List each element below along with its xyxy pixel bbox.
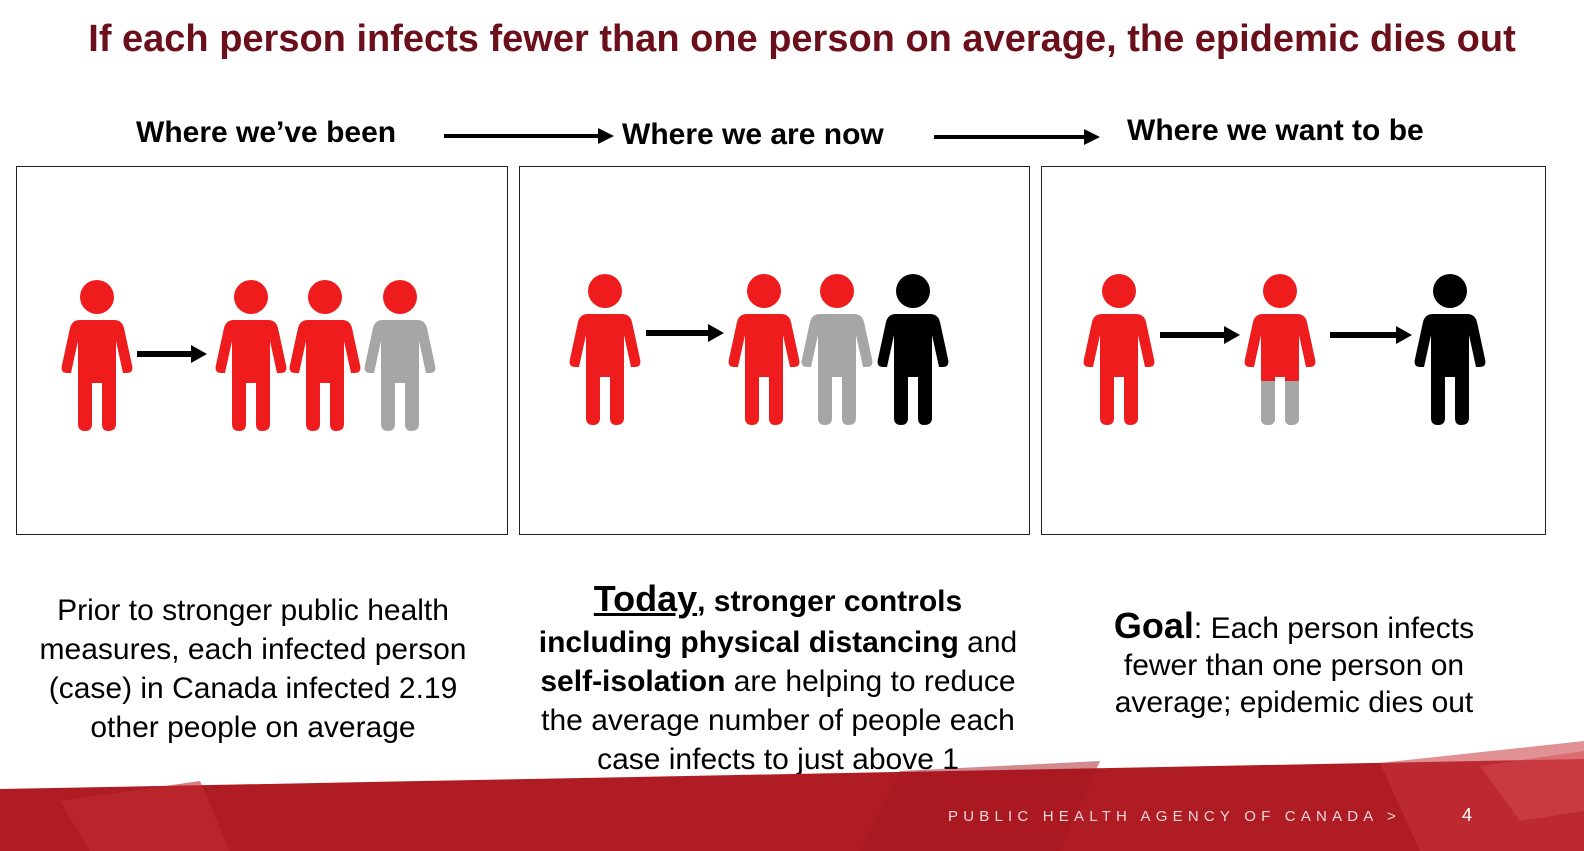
caption-line: measures, each infected person [39,633,467,666]
person-icon-red [1083,274,1155,425]
slide-title: If each person infects fewer than one pe… [88,18,1516,60]
today-word: Today [593,578,698,619]
person-icon-black [877,274,949,425]
caption-line: (case) in Canada infected 2.19 [48,672,458,705]
caption-text: and [958,626,1018,659]
stage-label-now: Where we are now [622,118,884,151]
caption-line: average; epidemic dies out [1114,686,1474,719]
person-icon-partial [1244,274,1316,425]
caption-line: the average number of people each [541,704,1015,737]
caption-where-we-are-now: Today, stronger controls including physi… [508,578,1048,779]
person-icon-gray [801,274,873,425]
stage-arrow-1 [444,128,614,144]
person-icon-red [215,280,287,431]
caption-bold-text: self-isolation [540,665,726,698]
caption-line: other people on average [90,711,416,744]
person-icon-gray [364,280,436,431]
caption-line: Prior to stronger public health [57,594,449,627]
person-icon-red [569,274,641,425]
caption-bold-text: including physical distancing [538,626,959,659]
panel-where-we-want-to-be [1041,166,1546,535]
person-icon-black [1414,274,1486,425]
footer-agency-text: PUBLIC HEALTH AGENCY OF CANADA > [948,808,1402,825]
caption-where-we-want-to-be: Goal: Each person infects fewer than one… [1046,607,1542,721]
stage-label-been: Where we’ve been [136,116,397,149]
footer-band [0,741,1584,851]
caption-where-weve-been: Prior to stronger public health measures… [10,591,496,747]
arrow-icon [1160,326,1240,344]
caption-line: case infects to just above 1 [597,743,959,776]
panel-where-weve-been [16,166,508,535]
arrow-icon [137,345,207,363]
panel-where-we-are-now [519,166,1030,535]
goal-word: Goal [1113,605,1194,646]
caption-line: fewer than one person on [1123,649,1465,682]
stage-arrow-2 [934,129,1100,145]
caption-text: are helping to reduce [725,665,1016,698]
page-number: 4 [1462,805,1473,825]
caption-text: : Each person infects [1193,612,1475,645]
person-icon-red [728,274,800,425]
caption-bold-text: , stronger controls [697,585,963,618]
arrow-icon [1330,326,1412,344]
person-icon-red [289,280,361,431]
arrow-icon [646,324,724,342]
stage-label-want: Where we want to be [1127,114,1424,147]
person-icon-red [61,280,133,431]
